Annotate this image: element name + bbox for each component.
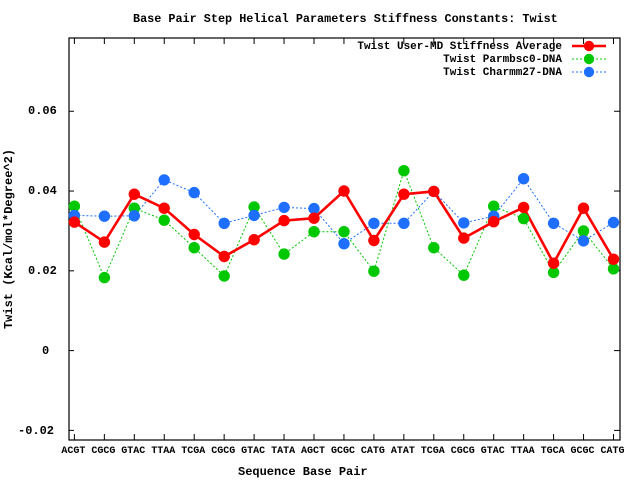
svg-text:Twist (Kcal/mol*Degree^2): Twist (Kcal/mol*Degree^2) <box>2 149 16 329</box>
